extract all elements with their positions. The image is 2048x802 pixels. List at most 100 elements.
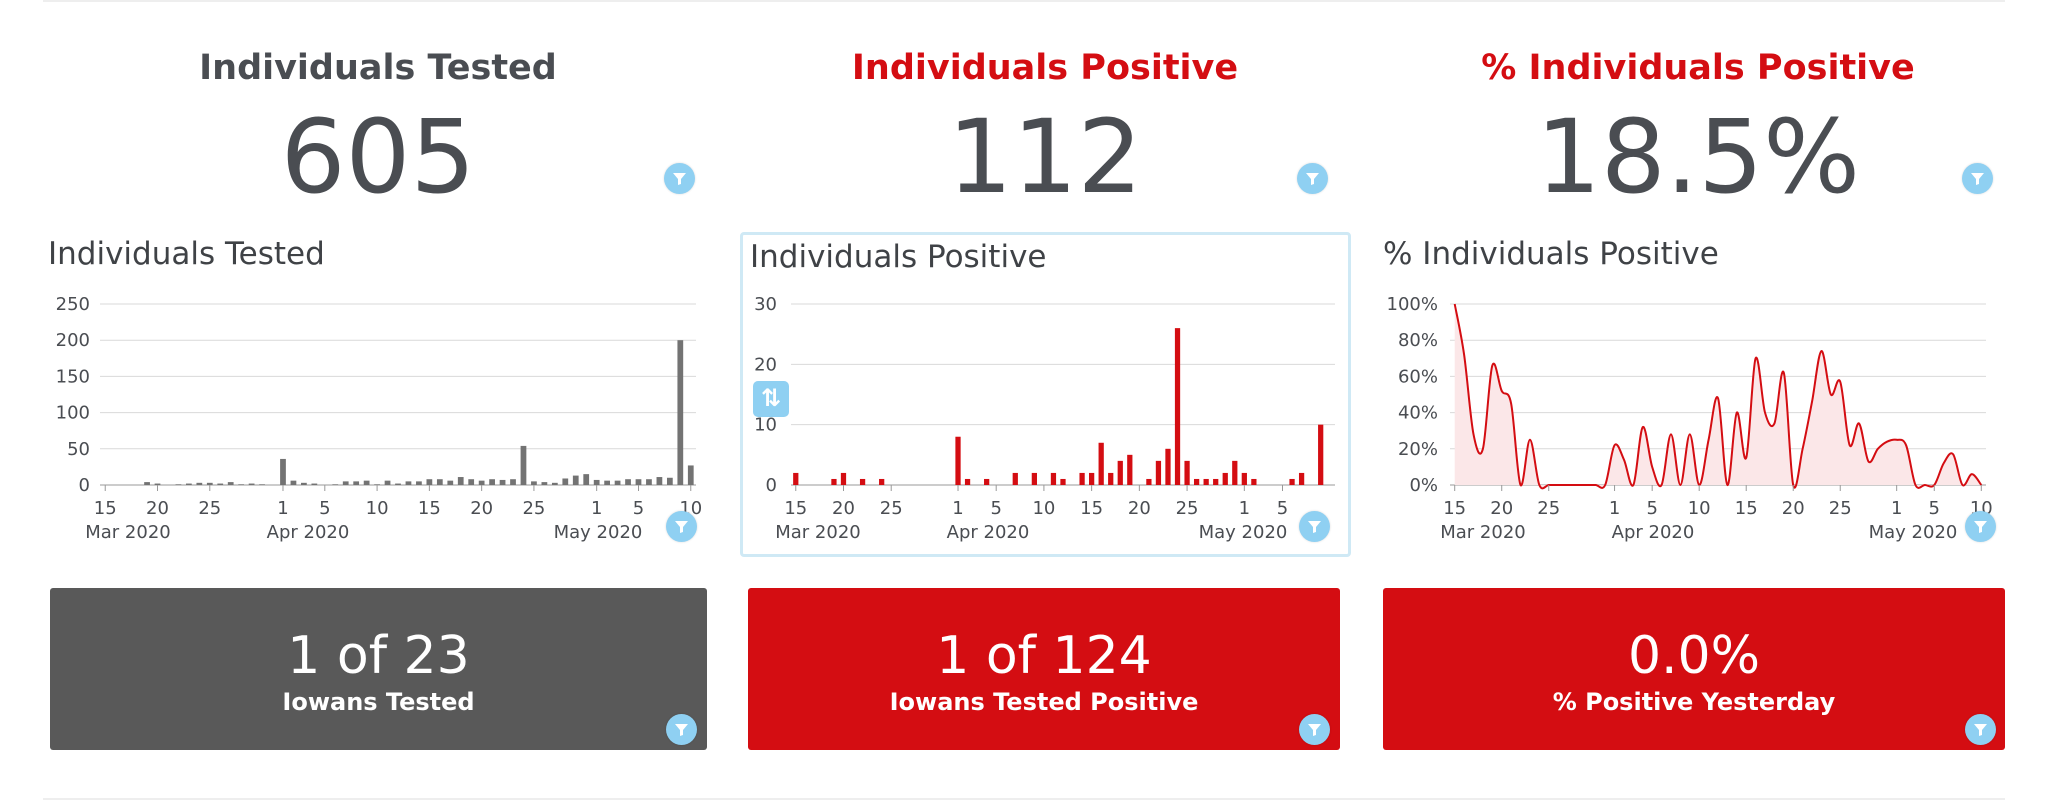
filter-icon [1308, 724, 1321, 736]
bar [793, 472, 799, 485]
bar [964, 478, 971, 485]
bar [840, 472, 847, 485]
filter-button[interactable] [666, 714, 697, 745]
y-tick-label: 100 [56, 403, 90, 424]
card-iowans-tested: 1 of 23 Iowans Tested [50, 588, 707, 750]
x-tick-label: 20 [1128, 498, 1151, 519]
bar [1155, 460, 1162, 485]
bar [1108, 472, 1114, 485]
bar [831, 478, 837, 485]
bar [604, 480, 610, 485]
x-tick-label: 15 [94, 498, 117, 519]
bar [1050, 472, 1057, 485]
x-tick-label: 1 [952, 498, 963, 519]
filter-button[interactable] [666, 511, 697, 542]
y-tick-label: 30 [754, 294, 777, 315]
x-month-label: Apr 2020 [267, 522, 350, 543]
x-month-label: May 2020 [1869, 522, 1958, 543]
x-tick-label: 1 [591, 498, 602, 519]
filter-button[interactable] [1299, 511, 1330, 542]
chart-title: Individuals Tested [48, 236, 325, 272]
bar [395, 483, 401, 485]
bar [1289, 478, 1295, 485]
bottom-divider [43, 798, 2005, 800]
bar [984, 478, 990, 485]
bar [1251, 478, 1257, 485]
x-tick-label: 25 [522, 498, 545, 519]
bar [656, 477, 663, 485]
bar [301, 482, 307, 485]
filter-button[interactable] [1965, 714, 1996, 745]
x-tick-label: 1 [1891, 498, 1902, 519]
x-tick-label: 25 [880, 498, 903, 519]
series-line [1453, 303, 1983, 490]
y-tick-label: 0% [1409, 475, 1438, 496]
x-tick-label: 15 [784, 498, 807, 519]
bar [196, 482, 203, 485]
bar [186, 483, 192, 485]
bar [572, 475, 579, 485]
bar [217, 483, 224, 485]
y-tick-label: 100% [1387, 294, 1438, 315]
x-tick-label: 5 [633, 498, 644, 519]
kpi-title: % Individuals Positive [1481, 48, 1915, 88]
bar [436, 479, 443, 485]
x-month-label: May 2020 [1199, 522, 1288, 543]
bar [520, 445, 527, 485]
bar [447, 480, 454, 485]
bar [677, 340, 684, 485]
bar [551, 482, 558, 485]
kpi-percent-positive: % Individuals Positive 18.5% [1363, 38, 2033, 218]
bar [1174, 328, 1181, 485]
bar [175, 484, 182, 485]
bar [489, 479, 495, 485]
bar [583, 474, 590, 485]
filter-button[interactable] [1965, 511, 1996, 542]
filter-button[interactable] [664, 163, 695, 194]
bar [1031, 472, 1037, 485]
filter-button[interactable] [1299, 714, 1330, 745]
x-tick-label: 10 [366, 498, 389, 519]
bar [510, 479, 516, 485]
bar [1079, 472, 1085, 485]
bar [1098, 442, 1104, 485]
chart-panel-individuals-positive[interactable]: Individuals Positive 0 10 20 30 15 20 25 1 5 10 15… [740, 232, 1351, 557]
x-tick-label: 15 [1080, 498, 1103, 519]
bar [280, 458, 286, 485]
x-tick-label: 20 [146, 498, 169, 519]
chart-title: % Individuals Positive [1383, 236, 1719, 272]
x-tick-label: 15 [1443, 498, 1466, 519]
x-tick-label: 20 [470, 498, 493, 519]
card-percent-positive-yesterday: 0.0% % Positive Yesterday [1383, 588, 2005, 750]
filter-button[interactable] [1962, 163, 1993, 194]
x-tick-label: 20 [1782, 498, 1805, 519]
bar [144, 482, 150, 485]
x-month-label: Mar 2020 [1440, 522, 1526, 543]
filter-icon [1974, 521, 1987, 533]
y-tick-label: 0 [766, 475, 777, 496]
y-tick-label: 10 [754, 415, 777, 436]
swap-sort-button[interactable]: ⇅ [753, 381, 789, 417]
filter-icon [1974, 724, 1987, 736]
filter-button[interactable] [1297, 163, 1328, 194]
bar [1060, 478, 1066, 485]
bar [478, 480, 485, 485]
bar [562, 478, 569, 485]
x-tick-label: 1 [1239, 498, 1250, 519]
bar [238, 484, 245, 485]
filter-icon [675, 724, 688, 736]
y-tick-label: 20% [1398, 439, 1438, 460]
bar [1146, 478, 1152, 485]
y-tick-label: 250 [56, 294, 90, 315]
x-tick-label: 5 [1929, 498, 1940, 519]
swap-vertical-icon: ⇅ [760, 384, 782, 412]
y-tick-label: 50 [67, 439, 90, 460]
y-tick-label: 20 [754, 354, 777, 375]
x-tick-label: 10 [1032, 498, 1055, 519]
x-tick-label: 10 [1688, 498, 1711, 519]
filter-icon [1308, 521, 1321, 533]
x-tick-label: 20 [832, 498, 855, 519]
bar [248, 483, 255, 485]
